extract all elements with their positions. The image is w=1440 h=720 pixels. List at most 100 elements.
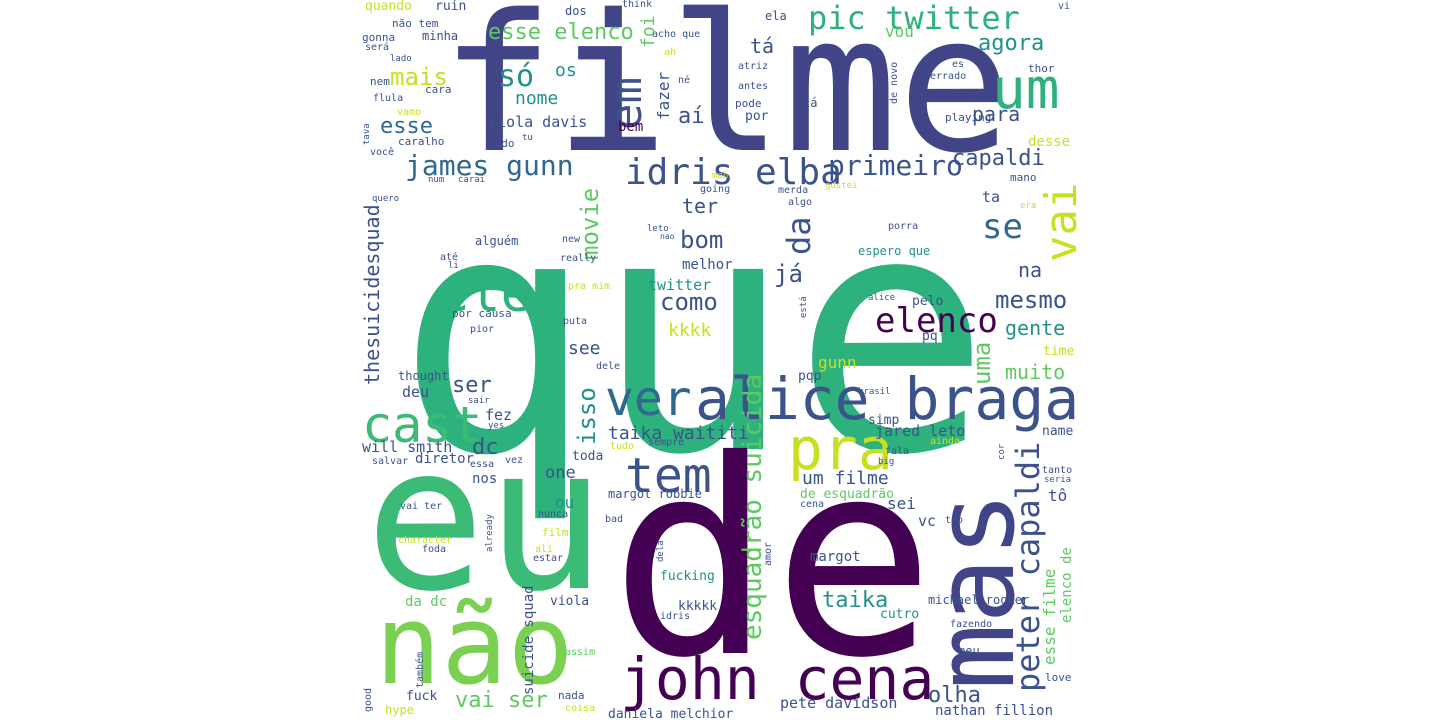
word-era: era	[1020, 201, 1037, 211]
word-esse-elenco: esse elenco	[488, 20, 634, 45]
word-playing: playing	[945, 111, 992, 124]
word-ate: até	[440, 252, 459, 263]
word-fala: fala	[885, 446, 910, 457]
word-sempre: sempre	[648, 437, 685, 448]
word-nunca: nunca	[538, 509, 569, 520]
word-agora: agora	[978, 31, 1045, 56]
word-caralho: caralho	[398, 135, 445, 148]
word-ai: aí	[678, 104, 705, 129]
word-viola: viola	[550, 594, 590, 609]
word-gente: gente	[1005, 316, 1066, 340]
word-see: see	[568, 338, 601, 359]
word-amor: amor	[763, 541, 774, 566]
word-ta: tá	[750, 34, 775, 58]
word-salvar: salvar	[372, 456, 409, 467]
word-hype: hype	[385, 703, 414, 717]
word-assim: assim	[565, 647, 596, 658]
word-vamo: vamo	[397, 107, 422, 118]
word-vai: vai	[1036, 182, 1080, 262]
word-dele: dele	[596, 361, 621, 372]
word-nao-tem: não tem	[392, 17, 439, 30]
word-la: lá	[803, 96, 818, 110]
word-um-filme: um filme	[802, 468, 889, 489]
word-yes: yes	[488, 421, 505, 431]
word-esta: está	[799, 296, 809, 318]
word-num: num	[428, 175, 445, 185]
word-nem: nem	[370, 75, 390, 88]
word-daniela-melchior: daniela melchior	[608, 707, 734, 720]
word-toda: toda	[572, 449, 604, 464]
word-da-dc: da dc	[405, 594, 448, 610]
word-ruin: ruin	[435, 0, 467, 14]
word-espero-que: espero que	[858, 244, 931, 258]
word-idris: idris	[660, 611, 691, 622]
word-de-esquadrao: de esquadrão	[800, 487, 894, 502]
word-cutro: cutro	[880, 607, 920, 622]
word-ta-small: ta	[982, 188, 1001, 206]
word-puta: puta	[563, 316, 588, 327]
word-think: think	[622, 0, 653, 10]
word-tanto: tanto	[1042, 465, 1073, 476]
word-ali: ali	[535, 544, 554, 555]
word-meu: meu	[958, 644, 980, 658]
word-bem: bem	[618, 119, 644, 135]
word-mais: mais	[390, 63, 448, 91]
word-lado: lado	[390, 54, 412, 64]
word-li: li	[448, 261, 459, 271]
word-elenco-de: elenco de	[1059, 547, 1075, 623]
word-quero: quero	[372, 194, 400, 204]
word-cara: cara	[425, 83, 452, 96]
word-james-gunn: james gunn	[405, 149, 574, 182]
word-love: love	[1045, 671, 1072, 684]
word-ver: ver	[605, 371, 692, 427]
word-nos: nos	[472, 471, 498, 487]
word-eu: eu	[365, 403, 606, 636]
word-mah: mah	[712, 171, 729, 181]
word-dela: dela	[656, 540, 666, 562]
word-carai: carai	[458, 175, 486, 185]
word-suicide-squad: suicide squad	[521, 585, 537, 695]
word-sair: sair	[468, 396, 490, 406]
word-pra: pra	[788, 415, 893, 483]
word-viola-davis: viola davis	[488, 113, 588, 131]
word-to: tô	[1048, 486, 1068, 505]
word-por-causa: por causa	[452, 307, 512, 320]
word-leto: leto	[647, 224, 669, 234]
word-big: big	[878, 457, 895, 467]
word-pra-mim: pra mim	[568, 281, 611, 292]
word-alice: alice	[868, 293, 896, 303]
word-fuck: fuck	[406, 689, 438, 704]
word-twitter: twitter	[648, 276, 712, 294]
word-uma: uma	[968, 341, 996, 385]
word-acho-que: acho que	[652, 29, 701, 40]
word-character: character	[398, 535, 453, 546]
word-melhor: melhor	[682, 257, 733, 273]
word-quando: quando	[365, 0, 412, 14]
word-como: como	[660, 288, 718, 316]
word-will-smith: will smith	[362, 438, 453, 456]
word-atriz: atriz	[738, 61, 769, 72]
word-diretor: diretor	[415, 451, 475, 467]
word-mesmo: mesmo	[995, 286, 1068, 314]
word-foda: foda	[422, 544, 447, 555]
word-filme: filme	[440, 0, 1012, 195]
word-ah: ah	[664, 47, 677, 58]
word-muito: muito	[1005, 360, 1066, 384]
word-nathan-fillion: nathan fillion	[935, 703, 1054, 719]
word-esquadrao-suicida: esquadrão suicida	[738, 373, 768, 640]
word-going: going	[700, 184, 731, 195]
word-mano: mano	[1010, 171, 1037, 184]
word-fucking: fucking	[660, 569, 715, 584]
word-simp: simp	[868, 413, 900, 428]
word-jared-leto: jared leto	[875, 422, 966, 440]
word-nao: não	[375, 581, 574, 709]
word-gunn: gunn	[818, 353, 857, 372]
word-bad: bad	[605, 514, 624, 525]
word-good: good	[363, 687, 374, 712]
word-flula: flula	[373, 93, 404, 104]
word-cast: cast	[362, 396, 483, 454]
word-tava: tava	[362, 123, 372, 145]
word-vai-ter: vai ter	[400, 501, 443, 512]
word-um: um	[992, 57, 1060, 122]
word-time: time	[1043, 344, 1075, 359]
